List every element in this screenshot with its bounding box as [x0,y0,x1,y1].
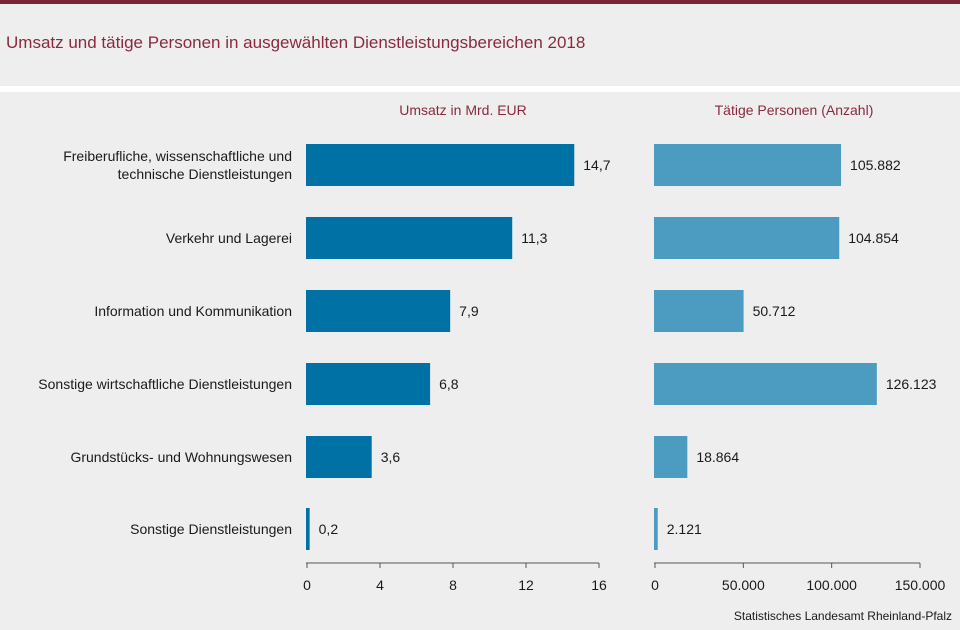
category-label: Verkehr und Lagerei [166,230,292,246]
x-tick-label-personen: 50.000 [722,577,765,593]
chart-title: Umsatz und tätige Personen in ausgewählt… [6,33,586,52]
category-label: technische Dienstleistungen [118,166,292,182]
bar-personen [654,508,658,550]
value-label-umsatz: 11,3 [521,230,547,246]
value-label-personen: 105.882 [850,157,901,173]
value-label-personen: 18.864 [696,449,739,465]
category-label: Freiberufliche, wissenschaftliche und [63,148,292,164]
value-label-umsatz: 3,6 [381,449,401,465]
category-label: Grundstücks- und Wohnungswesen [70,449,292,465]
x-tick-label-umsatz: 0 [303,577,311,593]
bar-umsatz [306,217,513,259]
bar-personen [654,290,744,332]
x-tick-label-personen: 0 [651,577,659,593]
bar-umsatz [306,363,431,405]
value-label-umsatz: 7,9 [459,303,479,319]
title-separator [0,86,960,92]
x-tick-label-personen: 150.000 [895,577,946,593]
panel-title-umsatz: Umsatz in Mrd. EUR [399,102,527,118]
x-tick-label-umsatz: 12 [518,577,534,593]
value-label-umsatz: 0,2 [319,521,339,537]
value-label-personen: 126.123 [886,376,937,392]
category-label: Sonstige Dienstleistungen [130,521,292,537]
top-accent-rule [0,0,960,4]
bar-umsatz [306,508,310,550]
x-tick-label-personen: 100.000 [806,577,857,593]
value-label-personen: 2.121 [667,521,702,537]
x-tick-label-umsatz: 8 [449,577,457,593]
bar-personen [654,144,842,186]
value-label-personen: 104.854 [848,230,899,246]
source-note: Statistisches Landesamt Rheinland-Pfalz [733,609,952,623]
bar-personen [654,436,688,478]
category-label: Information und Kommunikation [94,303,292,319]
x-tick-label-umsatz: 16 [591,577,607,593]
value-label-personen: 50.712 [753,303,796,319]
bar-personen [654,217,840,259]
panel-title-personen: Tätige Personen (Anzahl) [715,102,874,118]
bar-umsatz [306,290,451,332]
bar-personen [654,363,877,405]
bar-umsatz [306,436,372,478]
value-label-umsatz: 6,8 [439,376,459,392]
category-label: Sonstige wirtschaftliche Dienstleistunge… [38,376,292,392]
bar-umsatz [306,144,575,186]
value-label-umsatz: 14,7 [583,157,610,173]
x-tick-label-umsatz: 4 [376,577,384,593]
